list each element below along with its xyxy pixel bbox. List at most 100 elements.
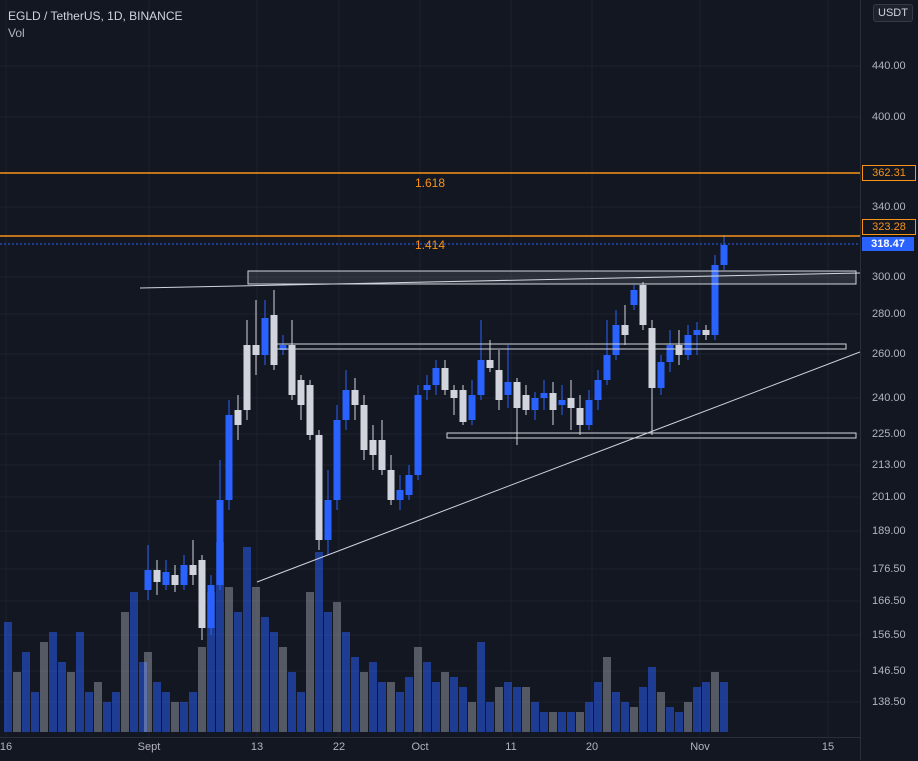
candle-body	[531, 398, 539, 410]
volume-bar	[4, 622, 12, 732]
time-label: Sept	[137, 741, 161, 753]
volume-bar	[621, 702, 629, 732]
resistance-zone	[247, 270, 857, 285]
candle	[297, 375, 305, 420]
price-axis[interactable]	[860, 0, 918, 760]
price-tick: 146.50	[872, 665, 906, 677]
currency-button[interactable]: USDT	[873, 4, 913, 22]
candle	[279, 335, 287, 355]
chart-pane[interactable]: EGLD / TetherUS, 1D, BINANCE Vol 1.618 1…	[0, 0, 860, 737]
time-axis[interactable]: 16 Sept 13 22 Oct 11 20 Nov 15	[0, 737, 860, 761]
candle-body	[702, 330, 710, 335]
candle-body	[243, 345, 251, 410]
candle	[504, 345, 512, 408]
candle	[450, 385, 458, 415]
candle	[684, 325, 692, 360]
volume-bar	[567, 712, 575, 732]
candle-body	[207, 585, 215, 628]
candle-body	[189, 565, 197, 575]
candle-body	[324, 500, 332, 540]
price-tick: 189.00	[872, 525, 906, 537]
candle	[522, 385, 530, 415]
volume-indicator-label[interactable]: Vol	[8, 26, 25, 40]
volume-bar	[306, 592, 314, 732]
candle-body	[198, 560, 206, 628]
trendline-lower	[256, 351, 860, 583]
volume-bar	[49, 632, 57, 732]
symbol-title[interactable]: EGLD / TetherUS, 1D, BINANCE	[8, 9, 183, 23]
volume-bar	[684, 702, 692, 732]
volume-bar	[558, 712, 566, 732]
price-tick: 300.00	[872, 271, 906, 283]
volume-bar	[657, 692, 665, 732]
candle-body	[297, 380, 305, 405]
candle-body	[378, 440, 386, 470]
candle	[216, 460, 224, 590]
price-tick: 280.00	[872, 308, 906, 320]
fib-price-tag-1414: 323.28	[862, 219, 916, 235]
volume-bar	[85, 692, 93, 732]
legend: EGLD / TetherUS, 1D, BINANCE Vol	[8, 8, 183, 42]
candle-body	[513, 382, 521, 408]
candle	[423, 375, 431, 400]
candle	[720, 235, 728, 270]
volume-bars	[4, 542, 728, 732]
volume-bar	[513, 687, 521, 732]
volume-bar	[720, 682, 728, 732]
candle	[288, 320, 296, 400]
price-chart[interactable]	[0, 0, 860, 737]
candle-body	[351, 390, 359, 405]
volume-bar	[207, 592, 215, 732]
candle-body	[603, 355, 611, 380]
candle	[324, 470, 332, 555]
volume-bar	[531, 702, 539, 732]
candle	[234, 395, 242, 440]
volume-bar	[153, 682, 161, 732]
volume-bar	[180, 702, 188, 732]
candle-body	[342, 390, 350, 420]
volume-bar	[405, 677, 413, 732]
candle	[396, 475, 404, 510]
price-tick: 400.00	[872, 111, 906, 123]
volume-bar	[423, 662, 431, 732]
candle	[441, 360, 449, 395]
candlesticks	[144, 235, 728, 640]
volume-bar	[112, 692, 120, 732]
candle	[270, 290, 278, 370]
fib-level-label-1414: 1.414	[414, 238, 446, 252]
price-tick: 138.50	[872, 696, 906, 708]
candle	[261, 300, 269, 365]
volume-bar	[252, 587, 260, 732]
candle	[549, 382, 557, 425]
price-tick: 166.50	[872, 595, 906, 607]
candle	[225, 400, 233, 510]
volume-bar	[594, 682, 602, 732]
candle	[531, 392, 539, 420]
volume-bar	[477, 642, 485, 732]
candle	[486, 340, 494, 372]
drawings	[0, 172, 860, 583]
candle-body	[486, 360, 494, 368]
volume-bar	[216, 542, 224, 732]
candle-body	[612, 325, 620, 355]
candle-body	[693, 330, 701, 335]
volume-bar	[369, 662, 377, 732]
candle-body	[666, 345, 674, 362]
price-tick: 176.50	[872, 563, 906, 575]
candle	[540, 380, 548, 410]
volume-bar	[486, 702, 494, 732]
grid	[0, 0, 860, 737]
volume-bar	[396, 692, 404, 732]
candle-body	[540, 393, 548, 398]
volume-bar	[666, 707, 674, 732]
support-zone-upper	[273, 343, 847, 350]
fib-price-tag-1618: 362.31	[862, 165, 916, 181]
candle-body	[180, 565, 188, 585]
candle-body	[630, 290, 638, 305]
candle-body	[288, 345, 296, 395]
candle	[306, 380, 314, 440]
candle-body	[675, 345, 683, 355]
candle	[567, 380, 575, 430]
candle	[369, 425, 377, 470]
candle	[171, 565, 179, 592]
